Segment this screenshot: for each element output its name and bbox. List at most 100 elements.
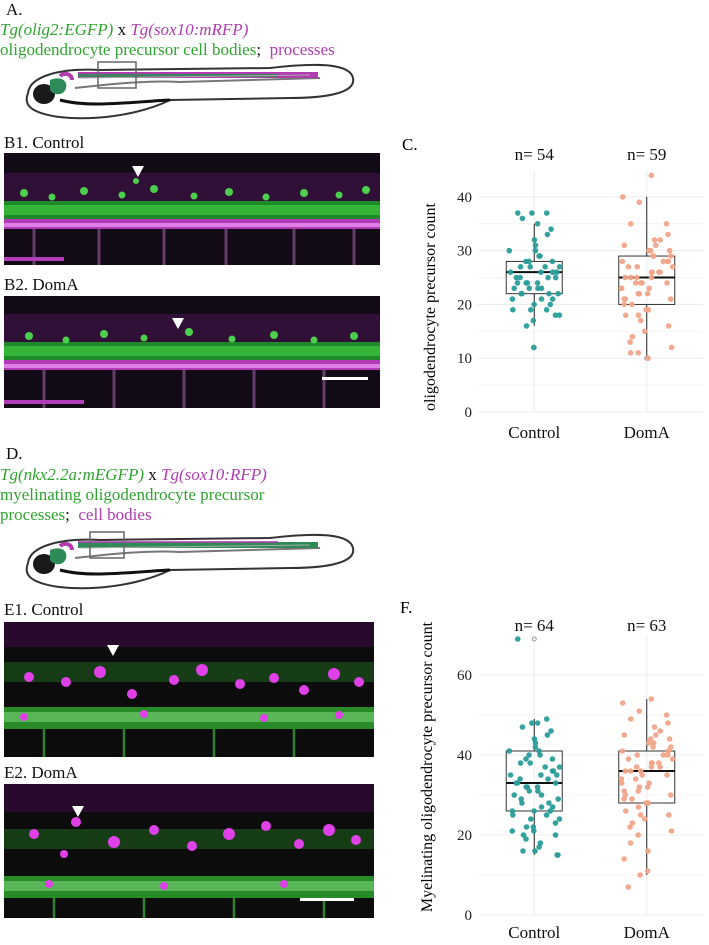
- chart-f-data-point-control: [532, 744, 539, 750]
- chart-f-y-tick-label: 40: [457, 748, 472, 764]
- chart-f-data-point-control: [523, 756, 529, 762]
- chart-f-data-point-doma: [643, 800, 649, 806]
- chart-c-data-point-control: [526, 285, 533, 292]
- chart-c-x-tick-label-doma: DomA: [624, 423, 671, 442]
- chart-f-data-point-doma: [633, 764, 640, 770]
- cell-bodies-legend: oligodendrocyte precursor cell bodies: [0, 40, 257, 59]
- chart-f-data-point-control: [556, 764, 563, 770]
- chart-f-data-point-doma: [665, 812, 672, 818]
- chart-f-outlier-control: [531, 636, 537, 642]
- chart-f-data-point-control: [555, 796, 562, 802]
- chart-f-data-point-doma: [644, 784, 651, 790]
- chart-c-box-control: [505, 260, 563, 295]
- chart-f-data-point-doma: [636, 708, 643, 714]
- chart-c-data-point-doma: [625, 264, 632, 270]
- chart-c-data-point-doma: [639, 280, 645, 286]
- chart-c-data-point-doma: [645, 355, 651, 362]
- chart-c-data-point-doma: [646, 285, 652, 292]
- chart-f-data-point-doma: [669, 756, 676, 762]
- olig2-transgene: Tg(olig2:EGFP): [0, 20, 114, 39]
- chart-c-data-point-doma: [668, 344, 675, 351]
- chart-f-y-tick-label: 20: [457, 828, 472, 844]
- chart-c-data-point-control: [530, 344, 537, 351]
- chart-c-data-point-doma: [651, 237, 658, 243]
- chart-f-data-point-doma: [637, 812, 644, 818]
- chart-c-data-point-control: [549, 269, 556, 275]
- chart-c-data-point-doma: [627, 339, 633, 345]
- chart-f-data-point-doma: [648, 764, 655, 770]
- chart-f-data-point-doma: [667, 792, 674, 798]
- chart-f-data-point-doma: [627, 768, 634, 774]
- cell-bodies-legend-d: cell bodies: [78, 505, 152, 524]
- chart-c-data-point-doma: [663, 220, 670, 227]
- chart-f-data-point-control: [544, 732, 551, 738]
- chart-f-data-point-control: [555, 852, 561, 858]
- chart-c-boxplot: C. oligodendrocyte precursor count 0 10 20…: [402, 135, 703, 442]
- chart-f-data-point-doma: [635, 804, 642, 810]
- nkx22a-transgene: Tg(nkx2.2a:mEGFP): [0, 465, 144, 484]
- chart-f-data-point-control: [530, 828, 537, 834]
- larval-zebrafish-schematic-d: [25, 531, 355, 590]
- chart-f-data-point-doma: [666, 736, 673, 742]
- chart-f-data-point-control: [517, 760, 524, 766]
- chart-f-data-point-control: [543, 812, 550, 818]
- chart-c-data-point-doma: [621, 242, 628, 249]
- b2-doma-micrograph: [4, 296, 380, 408]
- chart-c-data-point-control: [552, 312, 559, 318]
- chart-c-data-point-doma: [635, 290, 642, 297]
- chart-c-data-point-doma: [634, 264, 641, 270]
- chart-f-data-point-control: [535, 788, 541, 794]
- chart-c-data-point-control: [549, 258, 556, 265]
- chart-f-data-point-doma: [622, 768, 629, 774]
- chart-f-data-point-doma: [663, 712, 670, 718]
- chart-c-data-point-doma: [665, 231, 671, 238]
- chart-f-data-point-doma: [657, 764, 663, 770]
- chart-c-data-point-doma: [644, 290, 651, 297]
- chart-c-data-point-control: [548, 226, 554, 232]
- e2-arrowhead-marker: [72, 806, 84, 817]
- chart-f-data-point-doma: [629, 796, 635, 802]
- chart-f-data-point-control: [534, 784, 541, 790]
- chart-f-data-point-doma: [646, 740, 652, 746]
- chart-f-data-point-control: [545, 776, 551, 782]
- chart-c-data-point-control: [506, 247, 513, 254]
- chart-f-data-point-doma: [625, 884, 632, 890]
- chart-c-data-point-control: [532, 247, 539, 254]
- chart-c-data-point-doma: [627, 274, 634, 281]
- chart-c-data-point-doma: [629, 333, 636, 340]
- chart-c-box-doma: [618, 255, 676, 305]
- chart-f-data-point-control: [520, 848, 526, 854]
- b2-label: B2. DomA: [4, 275, 79, 294]
- chart-f-data-point-control: [527, 816, 534, 822]
- chart-f-data-point-control: [520, 832, 527, 838]
- panel-a-genotype-line: Tg(olig2:EGFP) x Tg(sox10:mRFP): [0, 20, 248, 40]
- chart-c-data-point-control: [517, 264, 524, 270]
- e1-arrowhead-marker: [107, 645, 119, 656]
- chart-c-data-point-control: [556, 264, 563, 270]
- chart-f-data-point-control: [509, 828, 516, 834]
- chart-f-data-point-control: [532, 848, 538, 854]
- chart-f-x-tick-label-control: Control: [508, 923, 560, 942]
- chart-f-data-point-control: [506, 748, 513, 754]
- chart-f-data-point-control: [526, 752, 532, 758]
- chart-c-data-point-doma: [632, 280, 639, 286]
- chart-c-data-point-doma: [641, 328, 648, 335]
- b1-control-micrograph: [4, 153, 380, 265]
- chart-f-data-point-doma: [637, 872, 643, 878]
- chart-f-data-point-doma: [621, 732, 628, 738]
- chart-f-data-point-control: [529, 720, 535, 726]
- e2-label: E2. DomA: [4, 763, 78, 782]
- chart-f-data-point-doma: [627, 840, 634, 846]
- chart-c-data-point-control: [553, 269, 560, 275]
- chart-c-y-tick-label: 10: [457, 351, 472, 367]
- chart-c-data-point-doma: [627, 350, 634, 356]
- chart-f-data-point-control: [531, 808, 537, 814]
- sox10-rfp-transgene: Tg(sox10:RFP): [161, 465, 267, 484]
- cross-symbol-d: x: [144, 465, 161, 484]
- chart-c-data-point-doma: [664, 280, 670, 286]
- e1-control-micrograph: [4, 622, 374, 757]
- chart-c-data-point-doma: [650, 253, 656, 259]
- chart-f-data-point-doma: [653, 732, 659, 738]
- chart-c-n-label-doma: n= 59: [627, 145, 666, 164]
- chart-c-data-point-doma: [646, 247, 652, 254]
